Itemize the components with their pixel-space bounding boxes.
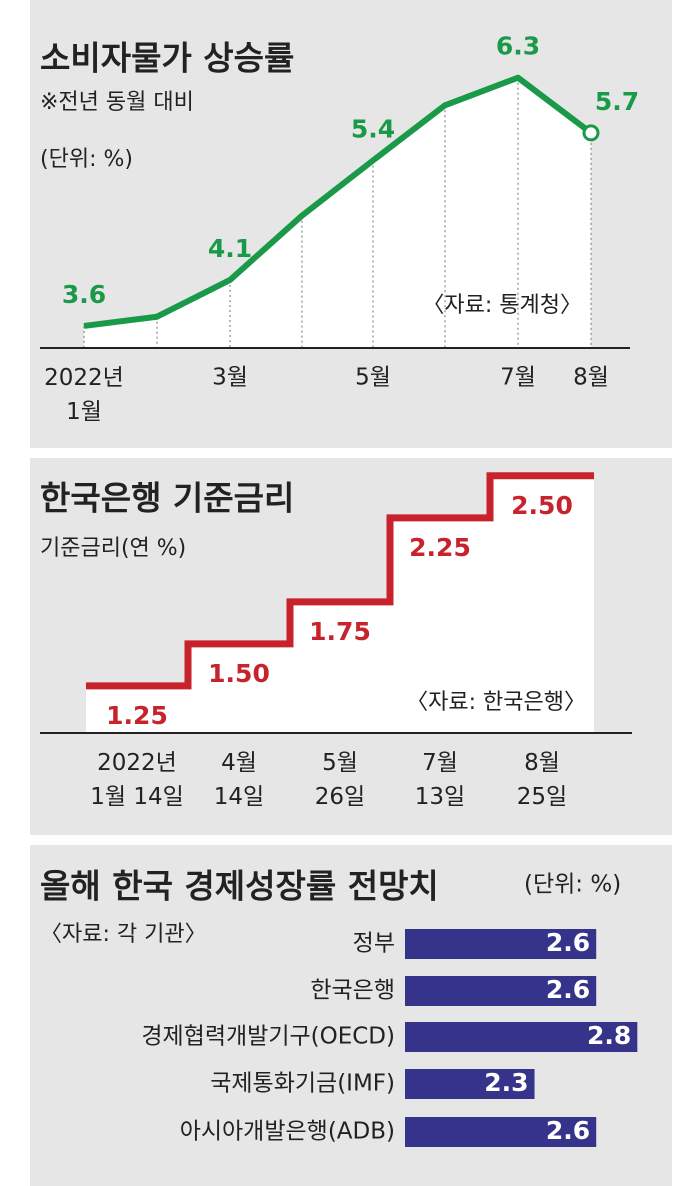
line <box>83 74 593 329</box>
bar <box>405 976 597 1006</box>
x-tick-label: 5월 <box>355 365 391 391</box>
subtitle: ※전년 동월 대비 <box>40 90 194 115</box>
area <box>84 77 591 348</box>
source: 〈자료: 한국은행〉 <box>406 690 586 715</box>
x-tick-label: 3월 <box>212 365 248 391</box>
step-fill <box>290 601 390 733</box>
value-label: 5.4 <box>351 114 395 143</box>
bar <box>405 1117 597 1147</box>
value-label: 2.3 <box>484 1068 528 1097</box>
value-label: 2.25 <box>409 533 471 562</box>
category-label: 정부 <box>353 931 395 957</box>
value-label: 2.50 <box>511 491 573 520</box>
category-label: 아시아개발은행(ADB) <box>180 1119 395 1145</box>
source: 〈자료: 각 기관〉 <box>40 922 207 947</box>
chart-title: 올해 한국 경제성장률 전망치 <box>40 867 439 906</box>
value-label: 5.7 <box>595 87 639 116</box>
category-label: 한국은행 <box>310 978 395 1004</box>
bar <box>405 1069 535 1099</box>
x-tick-label: 2022년 1월 14일 <box>90 750 184 810</box>
value-label: 1.25 <box>106 701 168 730</box>
unit: (단위: %) <box>40 147 133 172</box>
x-tick-label: 2022년 1월 <box>44 365 124 425</box>
step-fill <box>86 685 188 733</box>
end-marker <box>582 124 600 142</box>
step-fill <box>188 643 290 733</box>
value-label: 4.1 <box>208 234 252 263</box>
value-label: 6.3 <box>496 32 540 61</box>
step-fill <box>490 475 594 733</box>
x-tick-label: 8월 <box>573 365 609 391</box>
x-tick-label: 8월 25일 <box>517 750 567 810</box>
chart-title: 소비자물가 상승률 <box>40 39 294 78</box>
value-label: 2.8 <box>587 1021 631 1050</box>
x-tick-label: 7월 13일 <box>415 750 465 810</box>
subtitle: 기준금리(연 %) <box>40 536 186 561</box>
bar <box>405 929 597 959</box>
value-label: 2.6 <box>546 928 590 957</box>
bar <box>405 1022 638 1052</box>
source: 〈자료: 통계청〉 <box>422 293 582 318</box>
step-fill <box>390 517 490 733</box>
unit: (단위: %) <box>524 872 621 898</box>
x-tick-label: 5월 26일 <box>315 750 365 810</box>
category-label: 경제협력개발기구(OECD) <box>141 1024 395 1050</box>
x-tick-label: 7월 <box>500 365 536 391</box>
value-label: 2.6 <box>546 975 590 1004</box>
x-tick-label: 4월 14일 <box>214 750 264 810</box>
step-line <box>86 472 594 690</box>
value-label: 1.75 <box>309 617 371 646</box>
value-label: 3.6 <box>62 280 106 309</box>
value-label: 2.6 <box>546 1116 590 1145</box>
chart-title: 한국은행 기준금리 <box>40 479 294 518</box>
category-label: 국제통화기금(IMF) <box>210 1071 395 1097</box>
value-label: 1.50 <box>208 659 270 688</box>
